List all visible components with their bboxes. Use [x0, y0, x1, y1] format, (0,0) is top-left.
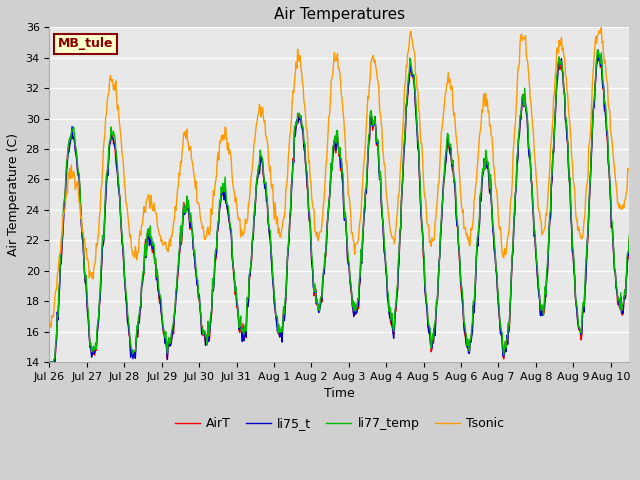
- li77_temp: [45, 359, 53, 365]
- li75_t: [48, 359, 56, 365]
- li77_temp: [48, 359, 56, 365]
- li75_t: [461, 331, 469, 337]
- li77_temp: [293, 122, 301, 128]
- li75_t: [625, 239, 633, 245]
- Tsonic: [293, 65, 301, 71]
- Tsonic: [476, 133, 483, 139]
- li75_t: [315, 310, 323, 315]
- li75_t: [45, 359, 53, 365]
- Title: Air Temperatures: Air Temperatures: [274, 7, 405, 22]
- Y-axis label: Air Temperature (C): Air Temperature (C): [7, 133, 20, 256]
- AirT: [625, 235, 633, 241]
- AirT: [595, 47, 602, 53]
- Tsonic: [48, 313, 56, 319]
- Line: Tsonic: Tsonic: [49, 28, 629, 327]
- li77_temp: [476, 213, 483, 218]
- Legend: AirT, li75_t, li77_temp, Tsonic: AirT, li75_t, li77_temp, Tsonic: [170, 412, 509, 435]
- Tsonic: [597, 25, 605, 31]
- Tsonic: [625, 166, 633, 171]
- li77_temp: [315, 302, 323, 308]
- Text: MB_tule: MB_tule: [58, 37, 114, 50]
- Line: li77_temp: li77_temp: [49, 50, 629, 362]
- li77_temp: [461, 327, 469, 333]
- Line: AirT: AirT: [49, 50, 629, 362]
- Tsonic: [45, 324, 53, 330]
- li75_t: [127, 354, 134, 360]
- li75_t: [476, 222, 483, 228]
- li77_temp: [625, 232, 633, 238]
- Line: li75_t: li75_t: [49, 50, 629, 362]
- AirT: [315, 308, 323, 314]
- Tsonic: [127, 232, 134, 238]
- li77_temp: [593, 47, 601, 53]
- AirT: [476, 218, 483, 224]
- Tsonic: [461, 225, 469, 231]
- li75_t: [595, 47, 602, 53]
- li75_t: [293, 117, 301, 123]
- AirT: [293, 120, 301, 126]
- X-axis label: Time: Time: [324, 387, 355, 400]
- li77_temp: [127, 341, 134, 347]
- AirT: [48, 359, 56, 365]
- AirT: [127, 349, 134, 355]
- Tsonic: [315, 235, 323, 240]
- AirT: [461, 335, 469, 340]
- AirT: [45, 359, 53, 365]
